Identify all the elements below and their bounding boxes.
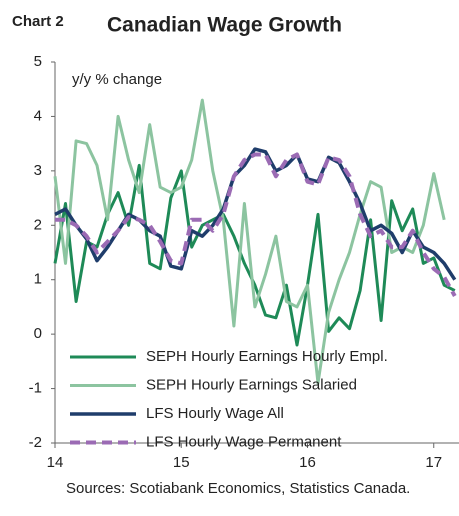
y-tick-label: 4 — [34, 107, 42, 124]
y-tick-label: -2 — [29, 434, 42, 451]
series-line — [53, 163, 456, 347]
series-line — [55, 152, 457, 297]
legend-label: LFS Hourly Wage Permanent — [146, 433, 342, 450]
chart-title: Canadian Wage Growth — [107, 14, 342, 37]
y-tick-label: 3 — [34, 162, 42, 179]
chart: Chart 2 Canadian Wage Growth y/y % chang… — [12, 13, 459, 471]
y-axis-label: y/y % change — [72, 71, 162, 88]
series-line — [54, 147, 457, 281]
y-tick-label: 1 — [34, 271, 42, 288]
y-tick-label: -1 — [29, 380, 42, 397]
legend-label: SEPH Hourly Earnings Hourly Empl. — [146, 348, 388, 365]
legend-label: LFS Hourly Wage All — [146, 405, 284, 422]
series-line — [53, 98, 446, 385]
x-tick-label: 17 — [425, 454, 442, 471]
legend-label: SEPH Hourly Earnings Salaried — [146, 376, 357, 393]
y-tick-label: 2 — [34, 216, 42, 233]
x-tick-label: 14 — [47, 454, 64, 471]
y-tick-label: 0 — [34, 325, 42, 342]
x-tick-label: 16 — [299, 454, 316, 471]
chart-label: Chart 2 — [12, 13, 64, 30]
source: Sources: Scotiabank Economics, Statistic… — [66, 480, 411, 497]
y-tick-label: 5 — [34, 53, 42, 70]
x-tick-label: 15 — [173, 454, 190, 471]
